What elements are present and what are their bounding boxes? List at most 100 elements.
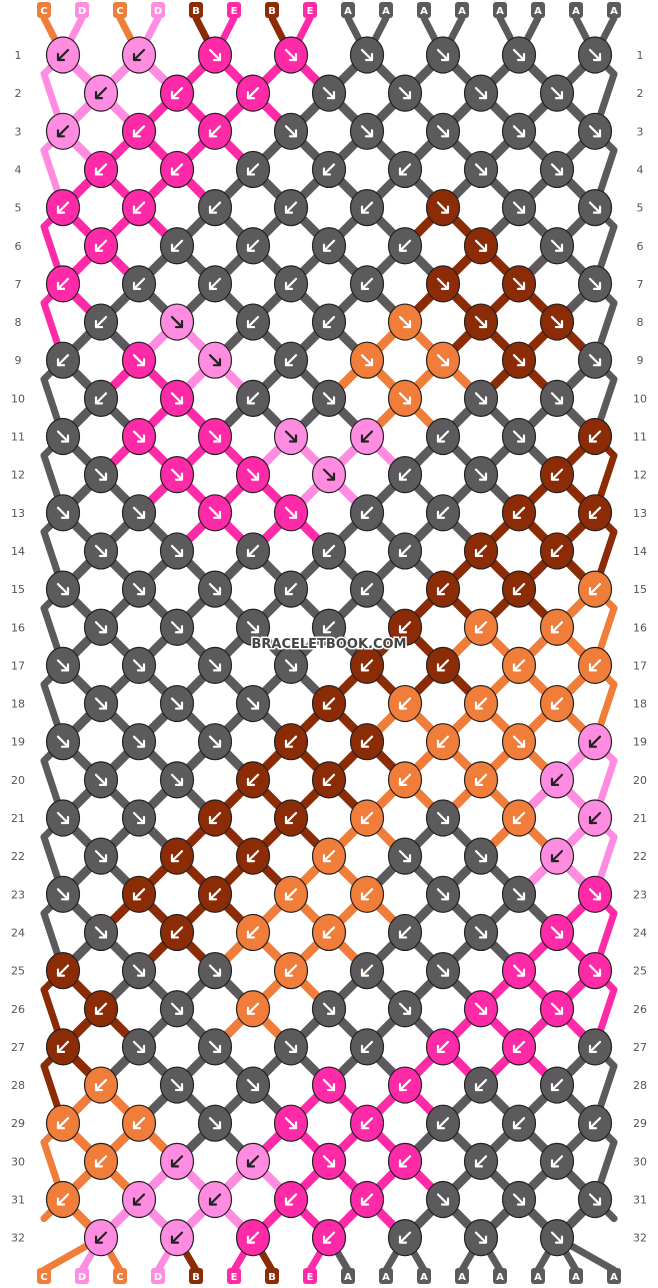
arrow-down-left-icon <box>170 87 184 100</box>
knot <box>121 112 157 150</box>
knot <box>235 1142 271 1180</box>
knot <box>83 74 119 112</box>
arrow-down-left-icon <box>208 1193 222 1206</box>
knot <box>235 74 271 112</box>
arrow-down-left-icon <box>246 1002 260 1015</box>
knot <box>121 875 157 913</box>
arrow-down-left-icon <box>132 201 146 214</box>
arrow-down-right-icon <box>208 506 222 519</box>
knot <box>311 913 347 952</box>
strand-label-top: A <box>496 6 504 17</box>
row-number-right: 3 <box>637 125 644 138</box>
arrow-down-right-icon <box>436 888 450 901</box>
knot <box>83 532 119 570</box>
knot <box>311 1219 347 1257</box>
arrow-down-left-icon <box>550 468 564 481</box>
arrow-down-left-icon <box>246 1155 260 1168</box>
knot <box>349 799 385 837</box>
strand-label-bottom: A <box>496 1272 504 1283</box>
knot <box>387 227 423 265</box>
row-number-right: 22 <box>633 850 647 863</box>
arrow-down-left-icon <box>588 1117 602 1130</box>
knot <box>197 417 233 456</box>
strand-label-top: B <box>192 6 200 17</box>
knot <box>311 1142 347 1180</box>
arrow-down-left-icon <box>170 1231 184 1244</box>
arrow-down-right-icon <box>512 125 526 138</box>
knot <box>463 150 499 189</box>
knot <box>349 112 385 150</box>
arrow-down-left-icon <box>512 659 526 672</box>
arrow-down-left-icon <box>284 1193 298 1206</box>
strand-label-bottom: B <box>192 1272 200 1283</box>
knot <box>425 494 461 532</box>
strand-label-top: C <box>116 6 123 17</box>
row-numbers-right: 1234567891011121314151617181920212223242… <box>633 49 647 1245</box>
strand-label-bottom: A <box>382 1272 390 1283</box>
knot <box>463 303 499 341</box>
knot <box>273 1028 309 1066</box>
knot <box>463 74 499 112</box>
arrow-down-right-icon <box>284 125 298 138</box>
arrow-down-right-icon <box>56 506 70 519</box>
knot <box>539 379 575 417</box>
knot <box>121 1028 157 1066</box>
row-number-right: 29 <box>633 1117 647 1130</box>
knot <box>539 684 575 723</box>
arrow-down-left-icon <box>56 125 70 138</box>
knot <box>311 456 347 494</box>
knot <box>197 341 233 379</box>
arrow-down-left-icon <box>360 583 374 596</box>
row-number-right: 17 <box>633 659 647 672</box>
row-number-left: 5 <box>15 202 22 215</box>
arrow-down-right-icon <box>132 506 146 519</box>
arrow-down-left-icon <box>246 1231 260 1244</box>
strand-label-bottom-swatch <box>607 1268 621 1284</box>
row-number-right: 8 <box>637 316 644 329</box>
arrow-down-left-icon <box>246 239 260 252</box>
arrow-down-right-icon <box>588 888 602 901</box>
knot <box>425 36 461 74</box>
arrow-down-right-icon <box>208 48 222 62</box>
row-number-right: 2 <box>637 87 644 100</box>
arrow-down-left-icon <box>322 163 336 176</box>
arrow-down-left-icon <box>398 773 412 786</box>
arrow-down-left-icon <box>170 1155 184 1168</box>
arrow-down-left-icon <box>246 850 260 863</box>
arrow-down-right-icon <box>132 430 146 443</box>
arrow-down-left-icon <box>322 697 336 710</box>
knot <box>311 227 347 265</box>
arrow-down-left-icon <box>398 544 412 558</box>
arrow-down-right-icon <box>512 1193 526 1206</box>
knot <box>273 189 309 227</box>
strand-label-bottom-swatch <box>113 1268 127 1284</box>
arrow-down-left-icon <box>398 621 412 634</box>
knot <box>197 646 233 685</box>
knot <box>45 341 81 379</box>
arrow-down-left-icon <box>132 888 146 901</box>
arrow-down-right-icon <box>550 163 564 176</box>
arrow-down-right-icon <box>474 163 488 176</box>
arrow-down-right-icon <box>246 468 260 481</box>
row-number-right: 30 <box>633 1155 647 1168</box>
knot <box>121 189 157 227</box>
knot <box>235 379 271 417</box>
strand-label-bottom-swatch <box>75 1268 89 1284</box>
knot <box>83 684 119 723</box>
arrow-down-right-icon <box>360 354 374 367</box>
arrow-down-left-icon <box>246 544 260 558</box>
arrow-down-left-icon <box>56 201 70 214</box>
knot <box>387 1066 423 1104</box>
arrow-down-left-icon <box>284 888 298 901</box>
knot <box>501 341 537 379</box>
strand-label-top: A <box>382 6 390 17</box>
arrow-down-left-icon <box>588 811 602 825</box>
knot <box>45 36 81 74</box>
knot <box>463 608 499 646</box>
row-number-left: 19 <box>11 736 25 749</box>
knot <box>425 1180 461 1219</box>
row-number-right: 4 <box>637 163 644 176</box>
knot <box>197 1104 233 1142</box>
